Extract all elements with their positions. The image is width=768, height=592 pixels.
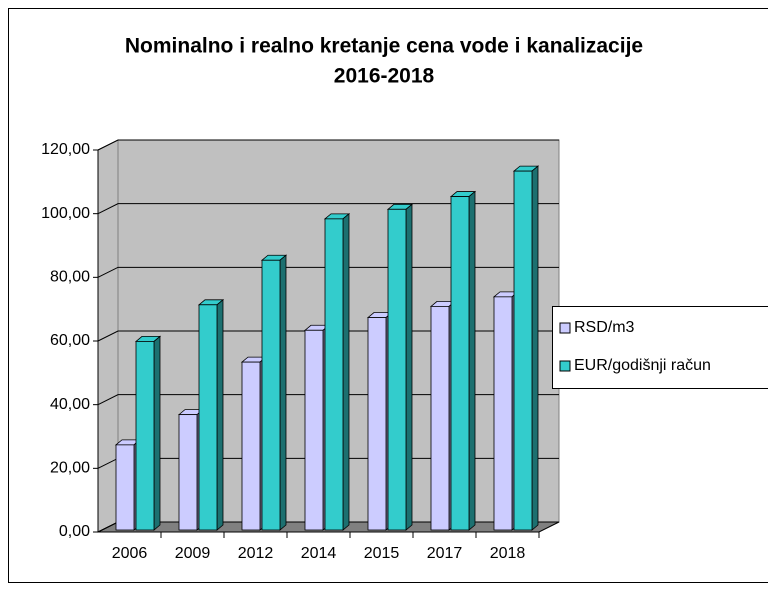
x-tick-label: 2006 bbox=[112, 545, 148, 562]
bar bbox=[198, 304, 218, 531]
y-tick-label: 120,00 bbox=[41, 141, 90, 158]
bar bbox=[387, 208, 407, 531]
bar bbox=[450, 196, 470, 531]
bar-side bbox=[468, 190, 476, 531]
bar bbox=[135, 341, 155, 531]
bar bbox=[304, 329, 324, 531]
legend-label: RSD/m3 bbox=[574, 319, 635, 336]
bar-side bbox=[153, 335, 161, 531]
bar bbox=[115, 444, 135, 531]
x-tick-label: 2009 bbox=[175, 545, 211, 562]
chart-title: 2016-2018 bbox=[334, 65, 435, 88]
x-tick-label: 2014 bbox=[301, 545, 337, 562]
x-tick-label: 2017 bbox=[427, 545, 463, 562]
legend-swatch bbox=[559, 360, 571, 372]
bar bbox=[261, 259, 281, 531]
bar bbox=[324, 218, 344, 531]
y-tick-label: 80,00 bbox=[50, 269, 90, 286]
bar-side bbox=[216, 298, 224, 531]
legend-box bbox=[552, 306, 768, 389]
x-tick-label: 2018 bbox=[490, 545, 526, 562]
bar bbox=[178, 414, 198, 531]
legend-label: EUR/godišnji račun bbox=[574, 357, 711, 374]
bar bbox=[430, 305, 450, 531]
y-tick-label: 20,00 bbox=[50, 460, 90, 477]
x-tick-label: 2012 bbox=[238, 545, 274, 562]
bar bbox=[241, 361, 261, 531]
bar-side bbox=[279, 254, 287, 531]
x-tick-label: 2015 bbox=[364, 545, 400, 562]
bar-side bbox=[342, 212, 350, 531]
grid-line bbox=[97, 139, 559, 151]
y-tick-label: 100,00 bbox=[41, 205, 90, 222]
chart-title: Nominalno i realno kretanje cena vode i … bbox=[125, 35, 643, 58]
bar-side bbox=[405, 203, 413, 531]
y-tick-label: 0,00 bbox=[59, 523, 90, 540]
y-tick-label: 40,00 bbox=[50, 396, 90, 413]
y-tick-label: 60,00 bbox=[50, 332, 90, 349]
grid-line bbox=[97, 203, 559, 215]
bar bbox=[493, 296, 513, 531]
bar bbox=[367, 317, 387, 531]
bar-side bbox=[531, 165, 539, 531]
bar bbox=[513, 170, 533, 531]
legend-swatch bbox=[559, 322, 571, 334]
